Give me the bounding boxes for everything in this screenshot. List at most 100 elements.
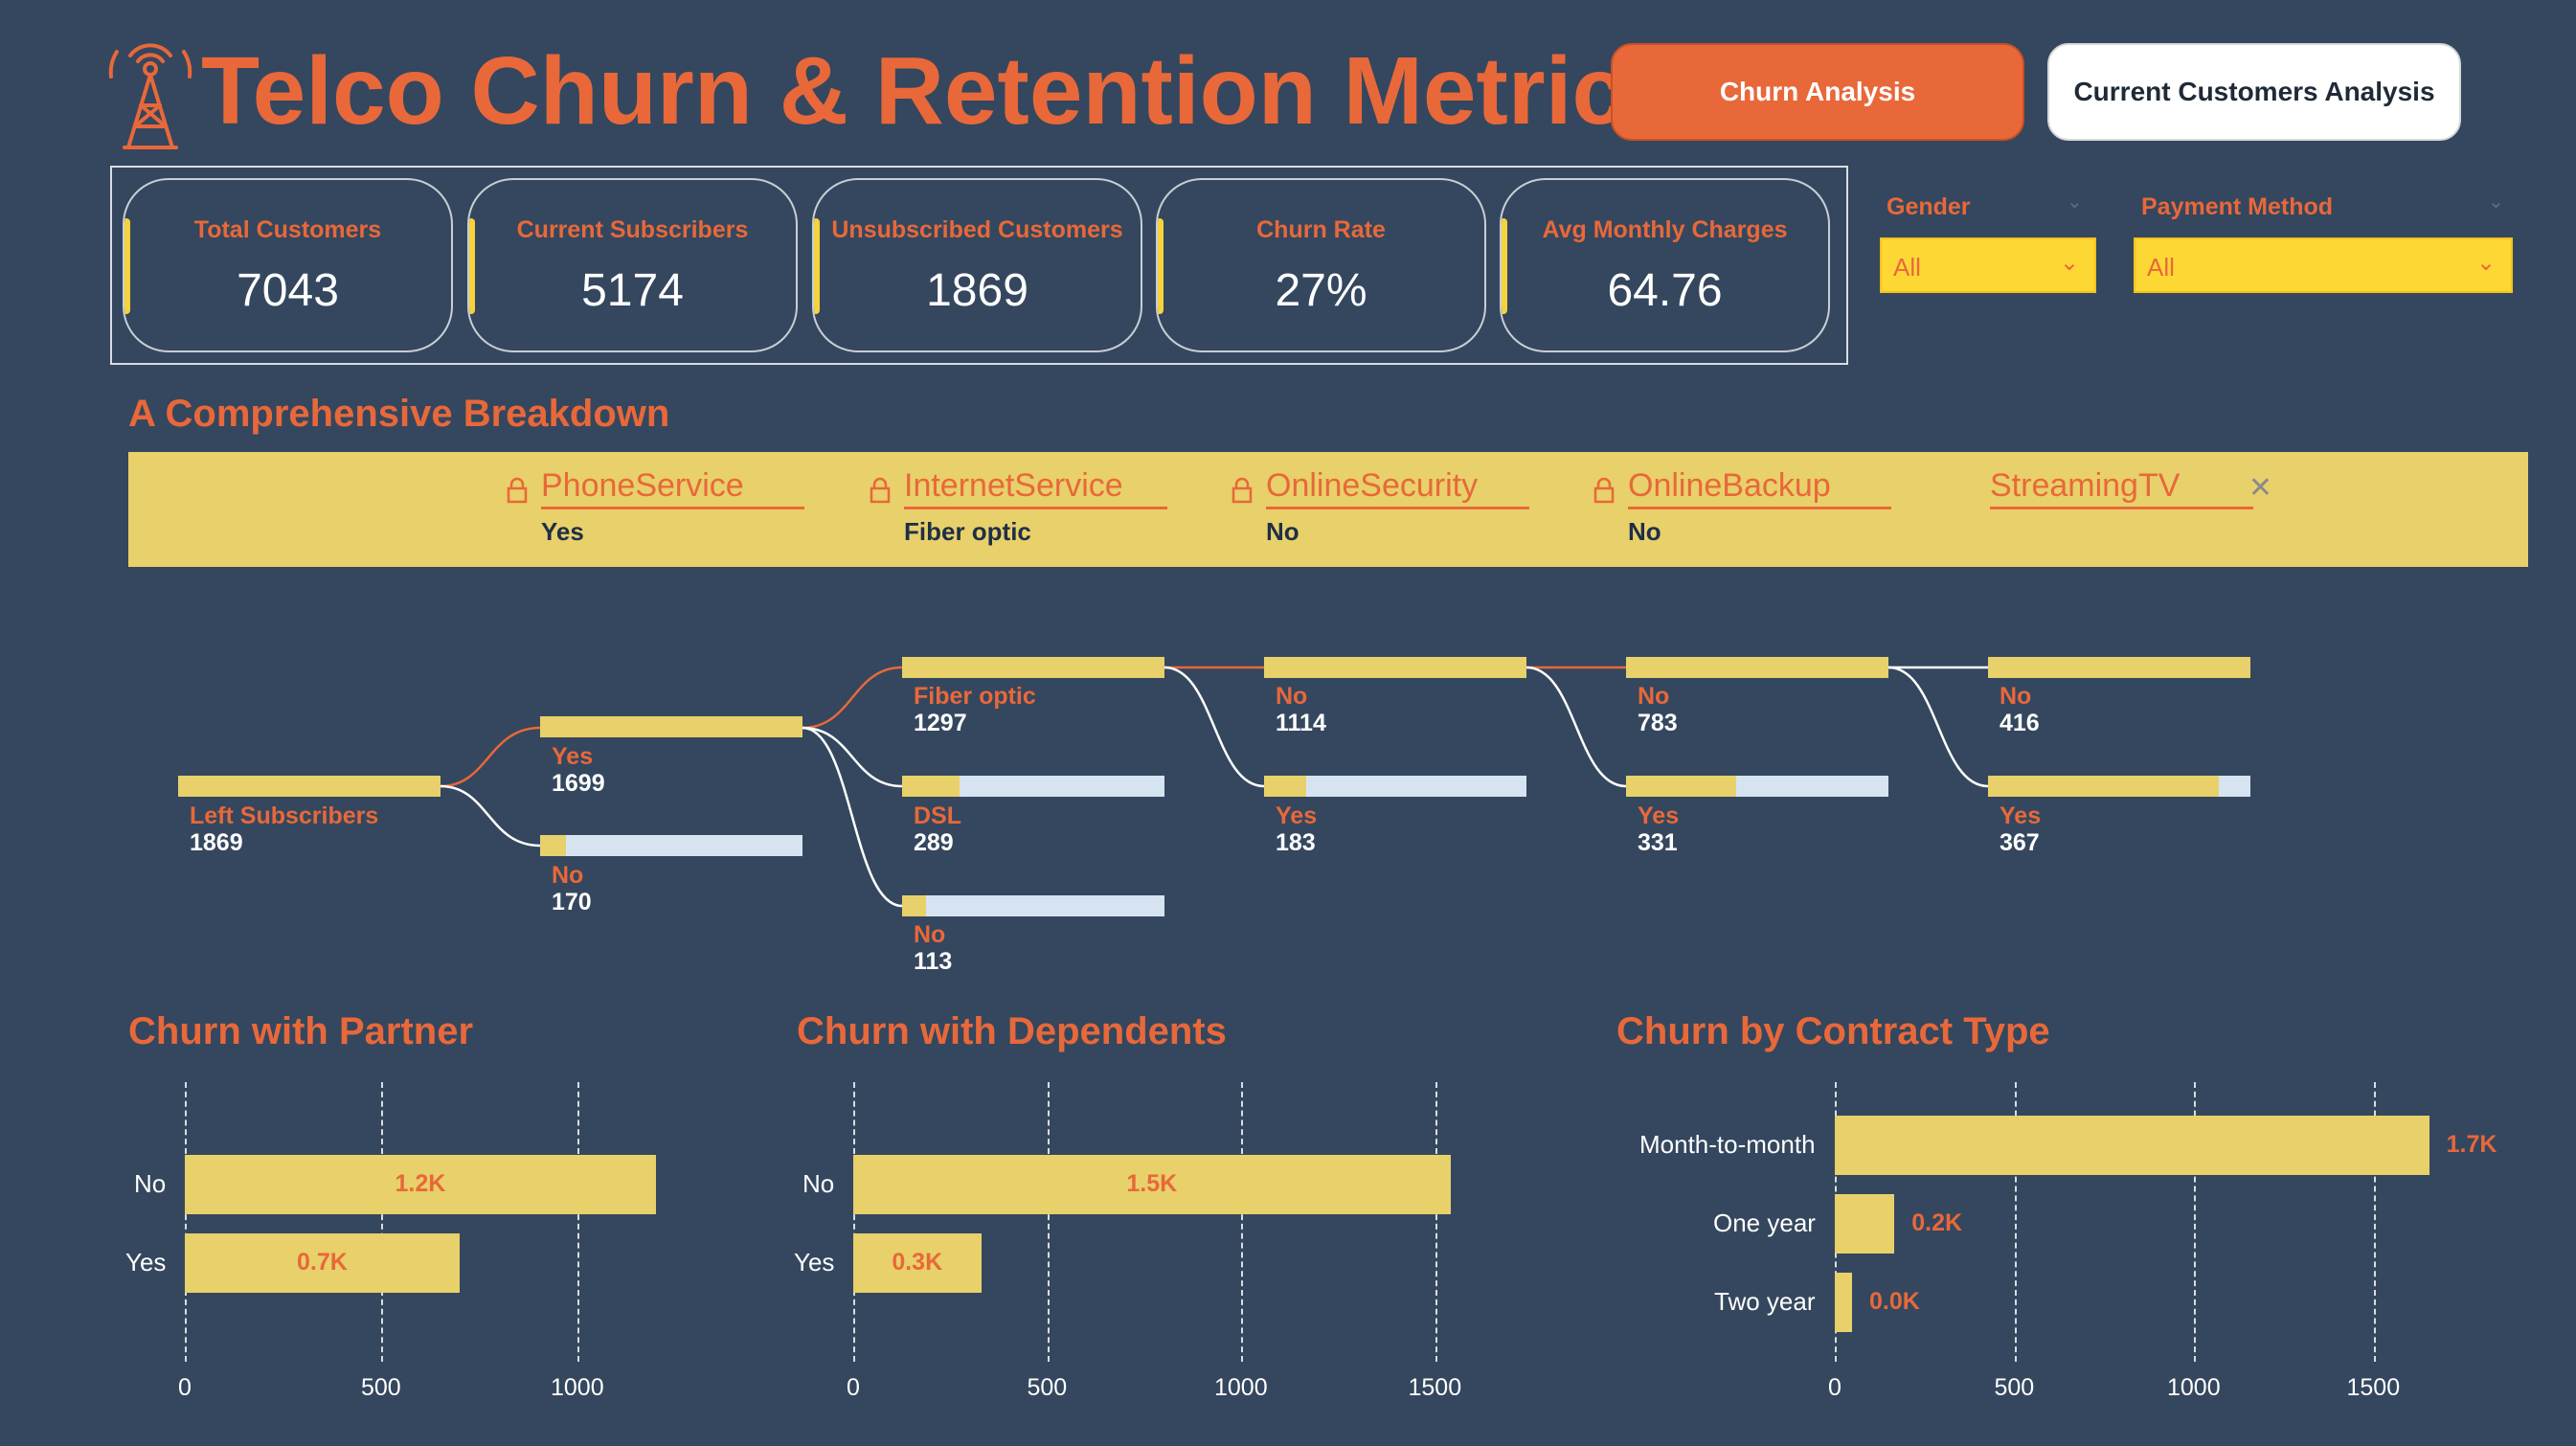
y-category-label: Month-to-month (1639, 1130, 1816, 1159)
tree-node-value: 367 (2000, 829, 2040, 856)
data-label: 1.2K (395, 1170, 446, 1197)
level-header-internetservice[interactable]: InternetService Fiber optic (870, 467, 1167, 547)
gridline (1047, 1082, 1050, 1362)
decomposition-level-header (128, 452, 2528, 567)
x-tick-label: 0 (178, 1374, 192, 1401)
gender-dropdown[interactable]: All ⌄ (1880, 237, 2096, 293)
churn-analysis-button[interactable]: Churn Analysis (1611, 43, 2024, 141)
level-selected-value: Yes (541, 517, 584, 546)
chart-title-dependents: Churn with Dependents (797, 1010, 1227, 1052)
kpi-value: 7043 (237, 265, 339, 316)
kpi-label: Avg Monthly Charges (1542, 216, 1788, 243)
tree-node-label: Yes (1276, 802, 1318, 829)
x-tick-label: 1500 (1408, 1374, 1462, 1401)
tree-node-backup-no[interactable] (1626, 657, 1888, 678)
lock-icon[interactable] (507, 477, 528, 504)
bar[interactable] (853, 1155, 1451, 1214)
tree-node-left-subscribers[interactable] (178, 776, 441, 797)
kpi-card-avg-monthly-charges: Avg Monthly Charges 64.76 (1500, 178, 1830, 352)
level-selected-value: No (1628, 517, 1661, 546)
y-category-label: One year (1713, 1209, 1816, 1237)
chevron-down-icon: ⌄ (2475, 250, 2496, 276)
x-tick-label: 0 (1828, 1374, 1842, 1401)
tree-node-phone-no[interactable] (540, 835, 802, 856)
bar[interactable] (1835, 1194, 1895, 1254)
tree-node-tv-no[interactable] (1988, 657, 2250, 678)
tree-node-security-yes[interactable] (1264, 776, 1526, 797)
tree-node-value: 783 (1638, 710, 1678, 736)
tree-node-label: Yes (2000, 802, 2042, 829)
tree-node-internet-no[interactable] (902, 895, 1164, 916)
tree-node-value: 1869 (190, 829, 243, 856)
tree-node-label: Left Subscribers (190, 802, 379, 829)
x-tick-label: 1500 (2346, 1374, 2401, 1401)
y-category-label: Yes (794, 1248, 835, 1277)
level-header-onlinesecurity[interactable]: OnlineSecurity No (1232, 467, 1529, 547)
tree-node-phone-yes[interactable] (540, 716, 802, 737)
close-icon[interactable]: ✕ (2248, 472, 2272, 504)
kpi-card-churn-rate: Churn Rate 27% (1156, 178, 1486, 352)
tree-node-backup-yes[interactable] (1626, 776, 1888, 797)
kpi-value: 27% (1275, 265, 1367, 316)
kpi-value: 64.76 (1607, 265, 1723, 316)
tree-node-label: No (1638, 683, 1670, 710)
level-name: OnlineBackup (1628, 467, 1891, 509)
level-name: StreamingTV (1990, 467, 2253, 509)
lock-icon[interactable] (870, 477, 891, 504)
x-tick-label: 500 (361, 1374, 401, 1401)
bar[interactable] (185, 1233, 460, 1293)
tree-node-value: 416 (2000, 710, 2040, 736)
kpi-label: Unsubscribed Customers (831, 216, 1123, 243)
page-title: Telco Churn & Retention Metrics (201, 37, 1679, 145)
tree-node-security-no[interactable] (1264, 657, 1526, 678)
lock-icon[interactable] (1593, 477, 1615, 504)
tree-node-value: 170 (552, 889, 592, 915)
tree-node-internet-fiber[interactable] (902, 657, 1164, 678)
bar[interactable] (1835, 1273, 1852, 1332)
tree-node-value: 113 (914, 948, 953, 975)
data-label: 0.3K (892, 1249, 943, 1276)
payment-method-slicer-label: Payment Method (2141, 193, 2334, 220)
tree-node-value: 183 (1276, 829, 1316, 856)
tree-node-tv-yes[interactable] (1988, 776, 2250, 797)
y-category-label: Yes (125, 1248, 167, 1277)
chevron-down-icon[interactable]: ⌄ (2488, 192, 2504, 213)
kpi-card-total-customers: Total Customers 7043 (123, 178, 453, 352)
gridline (2194, 1082, 2196, 1362)
gridline (577, 1082, 579, 1362)
x-tick-label: 0 (847, 1374, 860, 1401)
data-label: 0.0K (1869, 1288, 1920, 1315)
x-tick-label: 500 (1027, 1374, 1068, 1401)
lock-icon[interactable] (1232, 477, 1253, 504)
y-category-label: No (802, 1169, 835, 1198)
level-header-streamingtv[interactable]: StreamingTV ✕ (1990, 467, 2272, 509)
kpi-label: Churn Rate (1256, 216, 1386, 243)
y-category-label: Two year (1714, 1287, 1816, 1316)
bar[interactable] (185, 1155, 656, 1214)
level-name: InternetService (904, 467, 1167, 509)
tree-node-value: 331 (1638, 829, 1678, 856)
chevron-down-icon[interactable]: ⌄ (2067, 192, 2083, 213)
level-selected-value: Fiber optic (904, 517, 1031, 546)
gridline (381, 1082, 383, 1362)
current-customers-analysis-button[interactable]: Current Customers Analysis (2047, 43, 2461, 141)
chevron-down-icon: ⌄ (2059, 250, 2079, 276)
breakdown-title: A Comprehensive Breakdown (128, 393, 670, 435)
level-header-onlinebackup[interactable]: OnlineBackup No (1593, 467, 1891, 547)
tree-node-internet-dsl[interactable] (902, 776, 1164, 797)
kpi-label: Current Subscribers (516, 216, 749, 243)
tree-node-label: Yes (552, 743, 594, 770)
gridline (853, 1082, 855, 1362)
tree-node-value: 289 (914, 829, 954, 856)
payment-method-dropdown[interactable]: All ⌄ (2134, 237, 2513, 293)
level-name: PhoneService (541, 467, 804, 509)
level-header-phoneservice[interactable]: PhoneService Yes (507, 467, 804, 547)
tree-node-label: No (552, 862, 584, 889)
x-tick-label: 1000 (551, 1374, 604, 1401)
radio-tower-icon (108, 43, 192, 149)
tree-node-label: No (914, 921, 946, 948)
kpi-value: 5174 (581, 265, 684, 316)
bar[interactable] (853, 1233, 982, 1293)
bar[interactable] (1835, 1116, 2429, 1175)
data-label: 0.2K (1911, 1209, 1963, 1236)
